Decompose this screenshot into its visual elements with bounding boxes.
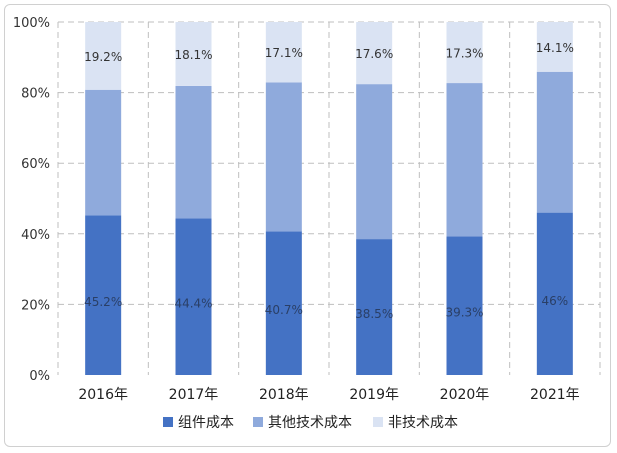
data-label: 38.5%	[355, 307, 393, 321]
data-label: 46%	[541, 294, 568, 308]
x-tick-label: 2020年	[440, 387, 490, 403]
legend-label: 其他技术成本	[268, 415, 352, 431]
bar-segment	[356, 239, 393, 375]
legend-swatch	[373, 417, 383, 427]
bar-segment	[536, 71, 573, 213]
bar-segment	[265, 82, 302, 232]
bar-segment	[175, 218, 212, 375]
data-label: 17.3%	[445, 47, 483, 61]
legend-swatch	[163, 417, 173, 427]
bar-segment	[85, 89, 122, 216]
data-label: 40.7%	[265, 303, 303, 317]
y-tick-label: 0%	[29, 369, 50, 384]
bar-segment	[356, 84, 393, 240]
y-tick-label: 20%	[21, 298, 50, 313]
data-label: 18.1%	[174, 48, 212, 62]
bar-segment	[85, 215, 122, 375]
data-label: 17.6%	[355, 47, 393, 61]
bar-segment	[446, 22, 483, 84]
y-tick-label: 100%	[13, 16, 50, 31]
bar-segment	[265, 22, 302, 83]
data-label: 45.2%	[84, 295, 122, 309]
y-tick-label: 60%	[21, 157, 50, 172]
data-label: 19.2%	[84, 50, 122, 64]
y-tick-label: 40%	[21, 228, 50, 243]
legend-label: 组件成本	[178, 415, 234, 431]
data-label: 17.1%	[265, 46, 303, 60]
bar-segment	[446, 83, 483, 237]
data-label: 39.3%	[445, 306, 483, 320]
bar-segment	[175, 85, 212, 219]
data-label: 44.4%	[174, 297, 212, 311]
legend-label: 非技术成本	[388, 415, 458, 431]
bar-segment	[536, 212, 573, 375]
x-tick-label: 2019年	[349, 387, 399, 403]
bar-segment	[446, 236, 483, 375]
legend-swatch	[253, 417, 263, 427]
x-tick-label: 2021年	[530, 387, 580, 403]
x-tick-label: 2016年	[78, 387, 128, 403]
bar-segment	[175, 22, 212, 86]
bar-segment	[265, 231, 302, 375]
x-tick-label: 2017年	[169, 387, 219, 403]
y-tick-label: 80%	[21, 87, 50, 102]
x-tick-label: 2018年	[259, 387, 309, 403]
bar-segment	[536, 22, 573, 72]
bar-segment	[85, 22, 122, 90]
bar-segment	[356, 22, 393, 85]
data-label: 14.1%	[536, 41, 574, 55]
